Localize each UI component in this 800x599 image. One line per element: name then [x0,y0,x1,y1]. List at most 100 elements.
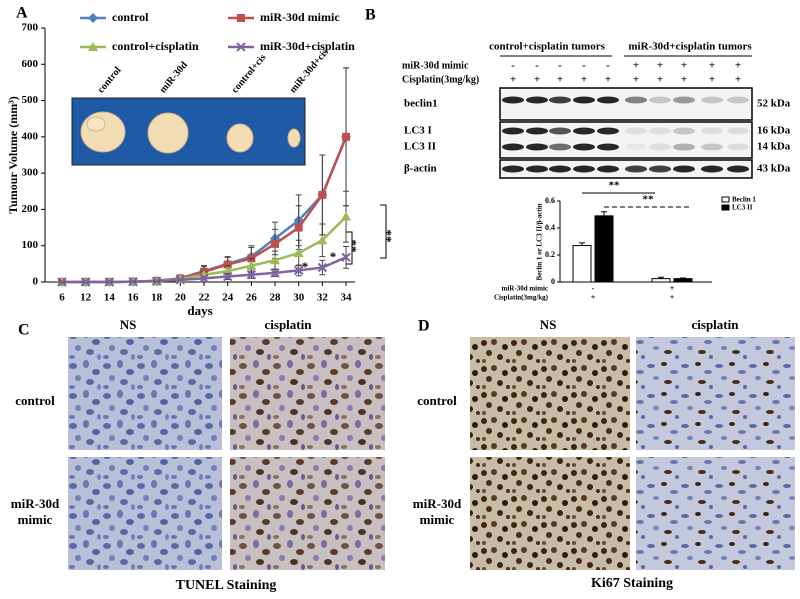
blot-box [499,121,753,159]
band [573,143,595,151]
legend-label: Beclin 1 [732,196,756,204]
band [625,96,647,104]
band [625,127,647,135]
marker [270,255,281,265]
column-label: cisplatin [265,317,313,332]
micrograph [470,457,630,570]
x-tick-label: 22 [199,292,211,304]
band [727,96,749,104]
condition-value: + [670,284,675,293]
photo-label: control+cis [230,52,269,95]
error-bar [579,242,585,246]
lane-sign: - [535,60,539,72]
marker [246,260,257,270]
band [526,96,548,104]
y-tick-label: 100 [22,239,39,251]
error-bar [680,277,686,279]
condition-value: + [591,293,596,302]
lane-sign: + [633,74,639,86]
band-label: β-actin [404,163,437,175]
legend-marker [237,14,245,22]
band [625,143,647,151]
lane-sign: + [681,60,687,72]
significance: * [302,259,309,274]
marker [317,235,328,245]
band [597,127,619,135]
legend-label: miR-30d mimic [260,10,340,24]
band [597,143,619,151]
tumors [80,111,301,154]
micrograph [68,457,222,570]
band-label: beclin1 [404,98,438,110]
legend-label: control [112,10,149,24]
band [673,143,695,151]
band [649,165,671,173]
lane-sign: - [511,60,515,72]
legend-marker [88,42,98,51]
band [727,165,749,173]
condition-label: Cisplatin(3mg/kg) [494,294,549,302]
y-tick-label: 200 [22,203,39,215]
panel-label: D [418,318,430,335]
x-tick-label: 14 [104,292,116,304]
blot-group: miR-30d+cisplatin tumors [628,41,752,53]
blot-box [499,87,753,121]
band [526,127,548,135]
band [502,127,524,135]
x-tick-label: 28 [270,292,282,304]
x-tick-label: 12 [80,292,92,304]
y-tick-label: 0 [33,276,39,288]
band [526,165,548,173]
x-tick-label: 30 [293,292,305,304]
y-tick-label: 700 [22,22,39,34]
marker [80,277,91,287]
x-tick-label: 16 [128,292,140,304]
band-size: 14 kDa [757,141,791,153]
significance: ** [383,230,398,243]
legend-marker [88,13,98,23]
marker [199,273,209,284]
legend-label: LC3 II [732,204,753,212]
band [549,165,571,173]
blot-group: control+cisplatin tumors [489,41,605,53]
band [526,143,548,151]
marker [341,211,352,221]
marker [57,277,67,287]
lane-sign: + [709,74,715,86]
legend-swatch [721,204,730,211]
row-label: miR-30d mimic [412,496,462,527]
significance: * [330,249,337,264]
column-label: NS [540,317,557,332]
legend-label: control+cisplatin [112,39,199,53]
band [502,96,524,104]
y-axis-label: Beclin 1 or LC3 II/β-actin [536,203,544,280]
band [701,165,723,173]
band [625,165,647,173]
band [673,96,695,104]
x-tick-label: 20 [175,292,187,304]
lane-sign: + [633,60,639,72]
band-size: 52 kDa [757,98,791,110]
condition-value: - [592,284,595,293]
lane-sign: - [606,60,610,72]
micrograph [636,457,795,570]
marker [293,265,304,276]
row-label: control [15,393,55,408]
x-tick-label: 32 [317,292,329,304]
x-tick-label: 26 [246,292,258,304]
bar [594,215,614,283]
y-tick-label: 400 [22,130,39,142]
band [549,143,571,151]
lane-sign: + [581,74,587,86]
band [673,165,695,173]
micrograph [68,337,222,450]
blot-row-label: Cisplatin(3mg/kg) [402,74,479,85]
band [727,127,749,135]
marker [246,270,257,280]
band [597,165,619,173]
error-bar [658,276,664,279]
marker [175,275,186,285]
column-label: NS [120,317,137,332]
band [701,143,723,151]
